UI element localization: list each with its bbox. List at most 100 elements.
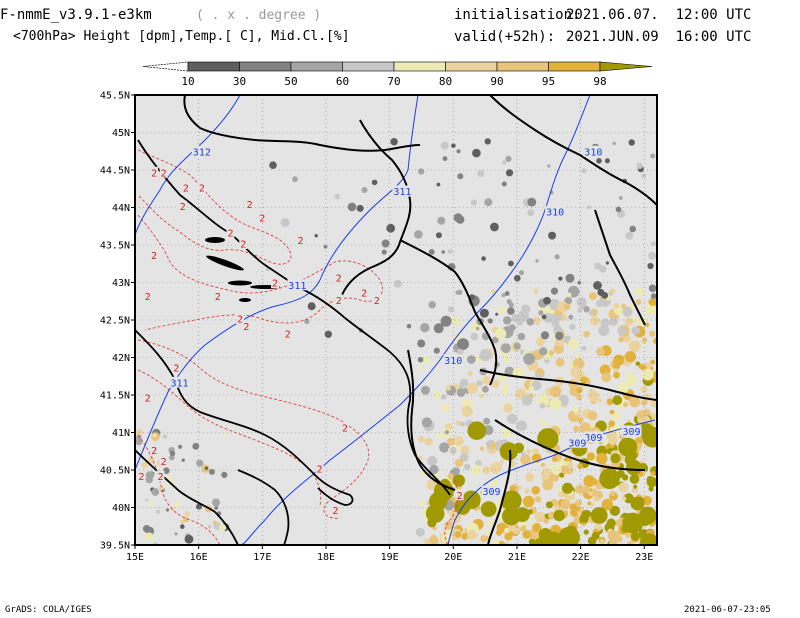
temp-label: 2 (199, 183, 205, 194)
cloud-cell (214, 506, 219, 510)
cloud-cell (593, 281, 602, 290)
cloud-cell (292, 176, 298, 183)
cloud-cell (460, 445, 470, 455)
cloud-cell (175, 501, 181, 507)
cloud-cell (577, 463, 583, 470)
cloud-cell (540, 462, 546, 468)
cloud-cell (462, 490, 481, 510)
cloud-cell (180, 524, 185, 529)
height-label: 310 (584, 147, 602, 158)
cloud-cell (610, 453, 621, 464)
cloud-cell (505, 155, 512, 162)
cloud-cell (429, 464, 439, 475)
cloud-cell (626, 419, 632, 424)
cloud-cell (637, 423, 655, 440)
temp-label-bg (197, 181, 206, 193)
cloud-cell (155, 509, 160, 514)
cloud-cell (596, 452, 608, 465)
cloud-cell (634, 437, 643, 446)
cloud-cell (477, 170, 485, 178)
cloud-cell (600, 539, 604, 543)
cloud-cell (548, 350, 555, 356)
cloud-cell (527, 197, 537, 207)
cloud-cell (480, 501, 497, 517)
cloud-cell (558, 276, 563, 281)
cloud-cell (552, 456, 558, 462)
cloud-cell (549, 385, 562, 398)
cloud-cell (597, 288, 605, 296)
cloud-cell (165, 483, 170, 488)
cloud-cell (608, 435, 618, 445)
cloud-cell (428, 249, 435, 255)
cloud-cell (418, 436, 425, 443)
cloud-cell (609, 490, 616, 496)
cloud-cell (527, 209, 535, 217)
cloud-cell (570, 366, 582, 378)
cloud-cell (606, 518, 616, 528)
temp-label-bg (150, 249, 159, 261)
cloud-cell (437, 216, 446, 225)
cloud-cell (617, 381, 630, 394)
colorbar-label: 95 (542, 75, 555, 88)
temp-label: 2 (342, 423, 348, 434)
cloud-cell (492, 539, 500, 545)
cloud-cell (452, 467, 460, 476)
lon-label: 20E (444, 552, 462, 563)
cloud-cell (169, 454, 175, 461)
cloud-cell (650, 153, 656, 159)
cloud-cell (650, 293, 657, 299)
cloud-cell (593, 496, 599, 502)
cloud-cell (504, 527, 510, 534)
cloud-cell (609, 317, 618, 327)
temp-label: 2 (183, 183, 189, 194)
cloud-cell (520, 525, 527, 532)
footer-right: 2021-06-07-23:05 (684, 605, 771, 615)
temp-label-bg (159, 166, 168, 178)
valid-label: valid(+52h): (454, 29, 556, 45)
height-label-bg (287, 279, 308, 291)
cloud-cell (613, 368, 619, 373)
height-label-bg (443, 354, 464, 366)
country-border (487, 449, 512, 545)
cloud-cell (492, 336, 499, 344)
cloud-cell (560, 499, 571, 509)
cloud-cell (444, 430, 450, 435)
cloud-cell (540, 420, 548, 428)
cloud-cell (580, 305, 585, 310)
cloud-cell (636, 162, 643, 169)
cloud-cell (141, 461, 149, 469)
colorbar-label: 90 (490, 75, 503, 88)
valid-value: 2021.JUN.09 16:00 UTC (566, 29, 752, 45)
cloud-cell (587, 411, 598, 421)
cloud-cell (576, 394, 582, 401)
cloud-cell (604, 158, 610, 164)
island (205, 237, 225, 243)
cloud-cell (504, 291, 510, 296)
cloud-cell (630, 531, 640, 541)
cloud-cell (539, 347, 548, 356)
cloud-cell (551, 464, 562, 475)
cloud-cell (622, 306, 633, 317)
cloud-cell (609, 409, 615, 415)
temp-label: 2 (151, 446, 157, 457)
temp-label-bg (334, 294, 343, 306)
cloud-cell (575, 352, 582, 359)
cloud-cell (526, 318, 535, 326)
temp-label: 2 (180, 202, 186, 213)
temp-label: 2 (336, 273, 342, 284)
cloud-cell (646, 475, 654, 483)
cloud-cell (136, 434, 142, 441)
temp-label-bg (455, 489, 464, 501)
cloud-cell (165, 508, 170, 512)
cloud-cell (503, 316, 512, 325)
cloud-cell (381, 239, 390, 248)
temp-label-bg (245, 198, 254, 210)
cloud-cell (439, 442, 450, 453)
cloud-cell (196, 459, 204, 467)
cloud-cell (504, 366, 515, 377)
cloud-cell (212, 498, 220, 507)
cloud-cell (208, 525, 212, 529)
cloud-cell (626, 540, 634, 545)
cloud-cell (587, 501, 592, 506)
cloud-cell (569, 323, 576, 331)
